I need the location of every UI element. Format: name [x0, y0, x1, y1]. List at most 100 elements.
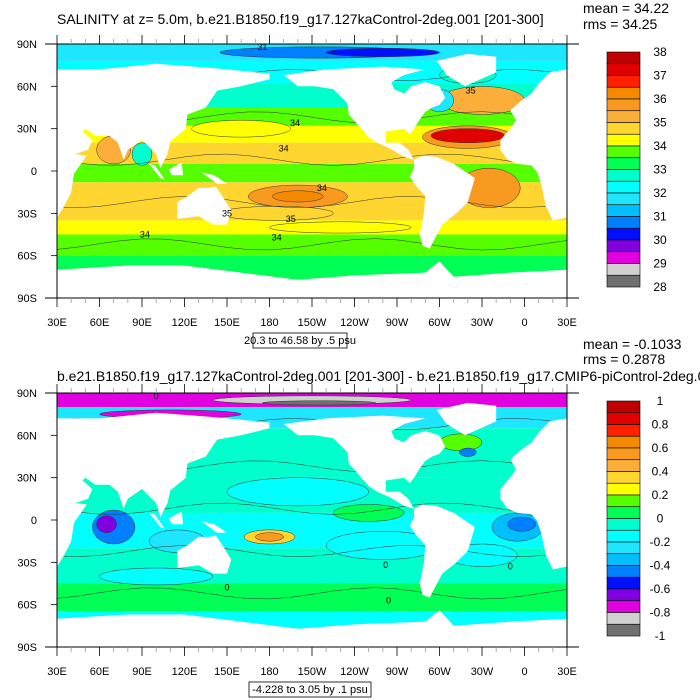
range-note-box	[252, 332, 348, 349]
mean-stat: mean = -0.1033	[583, 336, 682, 352]
contour-label: 0	[383, 560, 388, 570]
difference-map: 0 0 0 0 0	[57, 391, 567, 647]
colorbar-label: 30	[653, 233, 667, 247]
colorbar-label: 0	[657, 512, 664, 526]
panel-salinity: 31 35 34 34 34 35 35 34 34 30E 60E 90E 120E 150E 180 1…	[17, 0, 669, 349]
colorbar-label: -1	[655, 629, 666, 643]
land-northAmerica	[283, 415, 446, 509]
colorbar-label: -0.2	[650, 535, 671, 549]
colorbar-swatch	[606, 110, 641, 123]
colorbar-label: 34	[653, 139, 667, 153]
lon-tick-label: 30W	[471, 317, 494, 329]
mean-stat: mean = 34.22	[583, 0, 669, 16]
contour-label: 0	[154, 391, 159, 401]
lon-tick-label: 120E	[172, 317, 198, 329]
range-note: 20.3 to 46.58 by .5 psu	[244, 335, 356, 347]
contour-label: 0	[224, 583, 229, 593]
colorbar-swatch	[606, 494, 641, 508]
lon-tick-label: 150W	[298, 317, 327, 329]
colorbar-swatch	[606, 600, 641, 613]
colorbar-label: -0.8	[650, 606, 671, 620]
lon-tick-label: 30E	[557, 666, 577, 678]
land-borneo	[168, 511, 184, 525]
contour-label: 31	[257, 42, 267, 52]
contour-label: 34	[279, 143, 289, 153]
colorbar-swatch	[606, 75, 641, 88]
salinity-map: 31 35 34 34 34 35 35 34 34	[57, 42, 567, 298]
contour-label: 0	[386, 595, 391, 605]
colorbar-swatch	[606, 227, 641, 241]
contour-label: 0	[508, 562, 513, 572]
land-greenland	[436, 53, 497, 87]
colorbar-swatch	[606, 529, 641, 543]
colorbar-swatch	[606, 122, 641, 135]
contour-label: 35	[222, 208, 232, 218]
land-northAmerica	[283, 66, 446, 160]
land-newguinea	[201, 521, 227, 533]
lon-tick-label: 90E	[132, 317, 152, 329]
lat-tick-label: 30S	[17, 208, 37, 220]
colorbar-swatch	[606, 447, 641, 461]
contour-region	[226, 477, 369, 507]
contour-line	[57, 545, 567, 557]
colorbar-swatch	[606, 263, 641, 276]
land-antarctica	[57, 610, 567, 647]
colorbar-label: 37	[653, 69, 667, 83]
contour-region	[272, 190, 324, 203]
land-australia	[177, 186, 232, 225]
colorbar-swatch	[606, 63, 641, 76]
colorbar-label: 29	[653, 257, 667, 271]
contour-region	[325, 47, 440, 57]
colorbar-swatch	[606, 51, 641, 65]
lat-tick-label: 90S	[17, 642, 37, 654]
lon-tick-label: 150W	[298, 666, 327, 678]
lon-tick-label: 0	[521, 317, 527, 329]
contour-label: 34	[272, 232, 282, 242]
lon-tick-label: 120W	[340, 666, 369, 678]
colorbar-swatch	[606, 588, 641, 602]
lat-tick-label: 60N	[17, 81, 37, 93]
colorbar-label: 1	[657, 394, 664, 408]
contour-label: 34	[140, 230, 150, 240]
land-eurasiaAfrica	[57, 63, 270, 218]
contour-region	[430, 128, 505, 144]
land-newguinea	[201, 172, 227, 184]
lon-tick-label: 180	[260, 666, 278, 678]
colorbar-swatch	[606, 424, 641, 437]
lon-tick-label: 120E	[172, 666, 198, 678]
land-europeAfrica	[500, 69, 567, 221]
colorbar-swatch	[606, 145, 641, 159]
colorbar-label: 28	[653, 280, 667, 294]
colorbar-swatch	[606, 576, 641, 590]
map-axes: 30E 60E 90E 120E 150E 180 150W 120W 90W 60W 30W 0 30…	[17, 384, 579, 678]
lat-tick-label: 90S	[17, 293, 37, 305]
range-note: -4.228 to 3.05 by .1 psu	[252, 684, 368, 696]
colorbar-swatch	[606, 251, 641, 264]
lon-tick-label: 30W	[471, 666, 494, 678]
colorbar-swatch	[606, 518, 641, 531]
land-southAmerica	[409, 155, 475, 249]
colorbar-label: 0.4	[652, 465, 669, 479]
colorbar-swatch	[606, 216, 641, 229]
contour-line	[57, 153, 567, 166]
rms-stat: rms = 34.25	[583, 16, 658, 32]
lon-tick-label: 60E	[90, 317, 110, 329]
contour-region	[262, 400, 377, 406]
contour-line	[57, 502, 567, 515]
lat-tick-label: 0	[31, 515, 37, 527]
land-australia	[177, 535, 232, 574]
contour-label: 34	[317, 183, 327, 193]
lat-tick-label: 30N	[17, 473, 37, 485]
colorbar-swatch	[606, 133, 641, 147]
land-southAmerica	[409, 504, 475, 598]
colorbar-label: 0.8	[652, 418, 669, 432]
colorbar-label: 35	[653, 116, 667, 130]
lat-tick-label: 90N	[17, 39, 37, 51]
lat-tick-label: 60S	[17, 251, 37, 263]
contour-region	[459, 447, 477, 457]
land-antarctica	[57, 261, 567, 298]
plot-title: b.e21.B1850.f19_g17.127kaControl-2deg.00…	[57, 368, 700, 384]
contour-region	[99, 567, 214, 586]
contour-region	[191, 119, 292, 138]
